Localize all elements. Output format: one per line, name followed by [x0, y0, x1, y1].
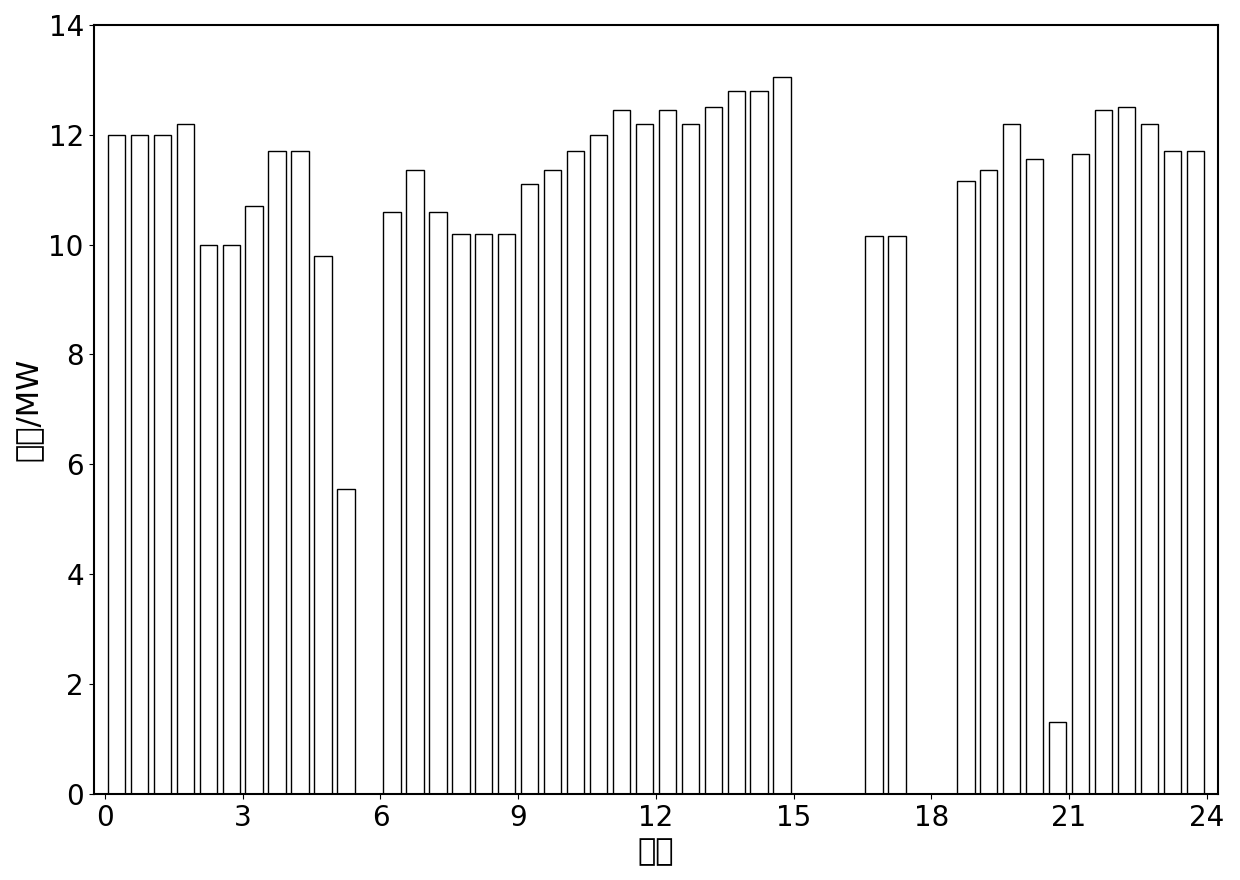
- Bar: [475, 233, 492, 794]
- Bar: [728, 91, 745, 794]
- Bar: [407, 171, 424, 794]
- Bar: [957, 181, 975, 794]
- Bar: [567, 151, 584, 794]
- Bar: [636, 124, 653, 794]
- Bar: [544, 171, 562, 794]
- Bar: [222, 245, 241, 794]
- Bar: [750, 91, 768, 794]
- Bar: [1141, 124, 1158, 794]
- X-axis label: 时刻: 时刻: [637, 837, 675, 866]
- Bar: [383, 211, 401, 794]
- Bar: [1117, 107, 1135, 794]
- Bar: [176, 124, 195, 794]
- Bar: [1163, 151, 1182, 794]
- Bar: [1095, 110, 1112, 794]
- Bar: [108, 135, 125, 794]
- Bar: [521, 184, 538, 794]
- Bar: [130, 135, 148, 794]
- Bar: [429, 211, 446, 794]
- Bar: [1025, 159, 1043, 794]
- Bar: [453, 233, 470, 794]
- Bar: [980, 171, 997, 794]
- Bar: [866, 237, 883, 794]
- Bar: [1071, 154, 1089, 794]
- Bar: [498, 233, 516, 794]
- Bar: [658, 110, 676, 794]
- Bar: [200, 245, 217, 794]
- Bar: [1003, 124, 1021, 794]
- Bar: [888, 237, 905, 794]
- Bar: [154, 135, 171, 794]
- Bar: [1187, 151, 1204, 794]
- Bar: [315, 255, 332, 794]
- Bar: [704, 107, 722, 794]
- Bar: [268, 151, 286, 794]
- Bar: [774, 77, 791, 794]
- Bar: [613, 110, 630, 794]
- Bar: [337, 489, 355, 794]
- Bar: [246, 206, 263, 794]
- Bar: [291, 151, 309, 794]
- Y-axis label: 功率/MW: 功率/MW: [14, 358, 43, 461]
- Bar: [1049, 722, 1066, 794]
- Bar: [590, 135, 608, 794]
- Bar: [682, 124, 699, 794]
